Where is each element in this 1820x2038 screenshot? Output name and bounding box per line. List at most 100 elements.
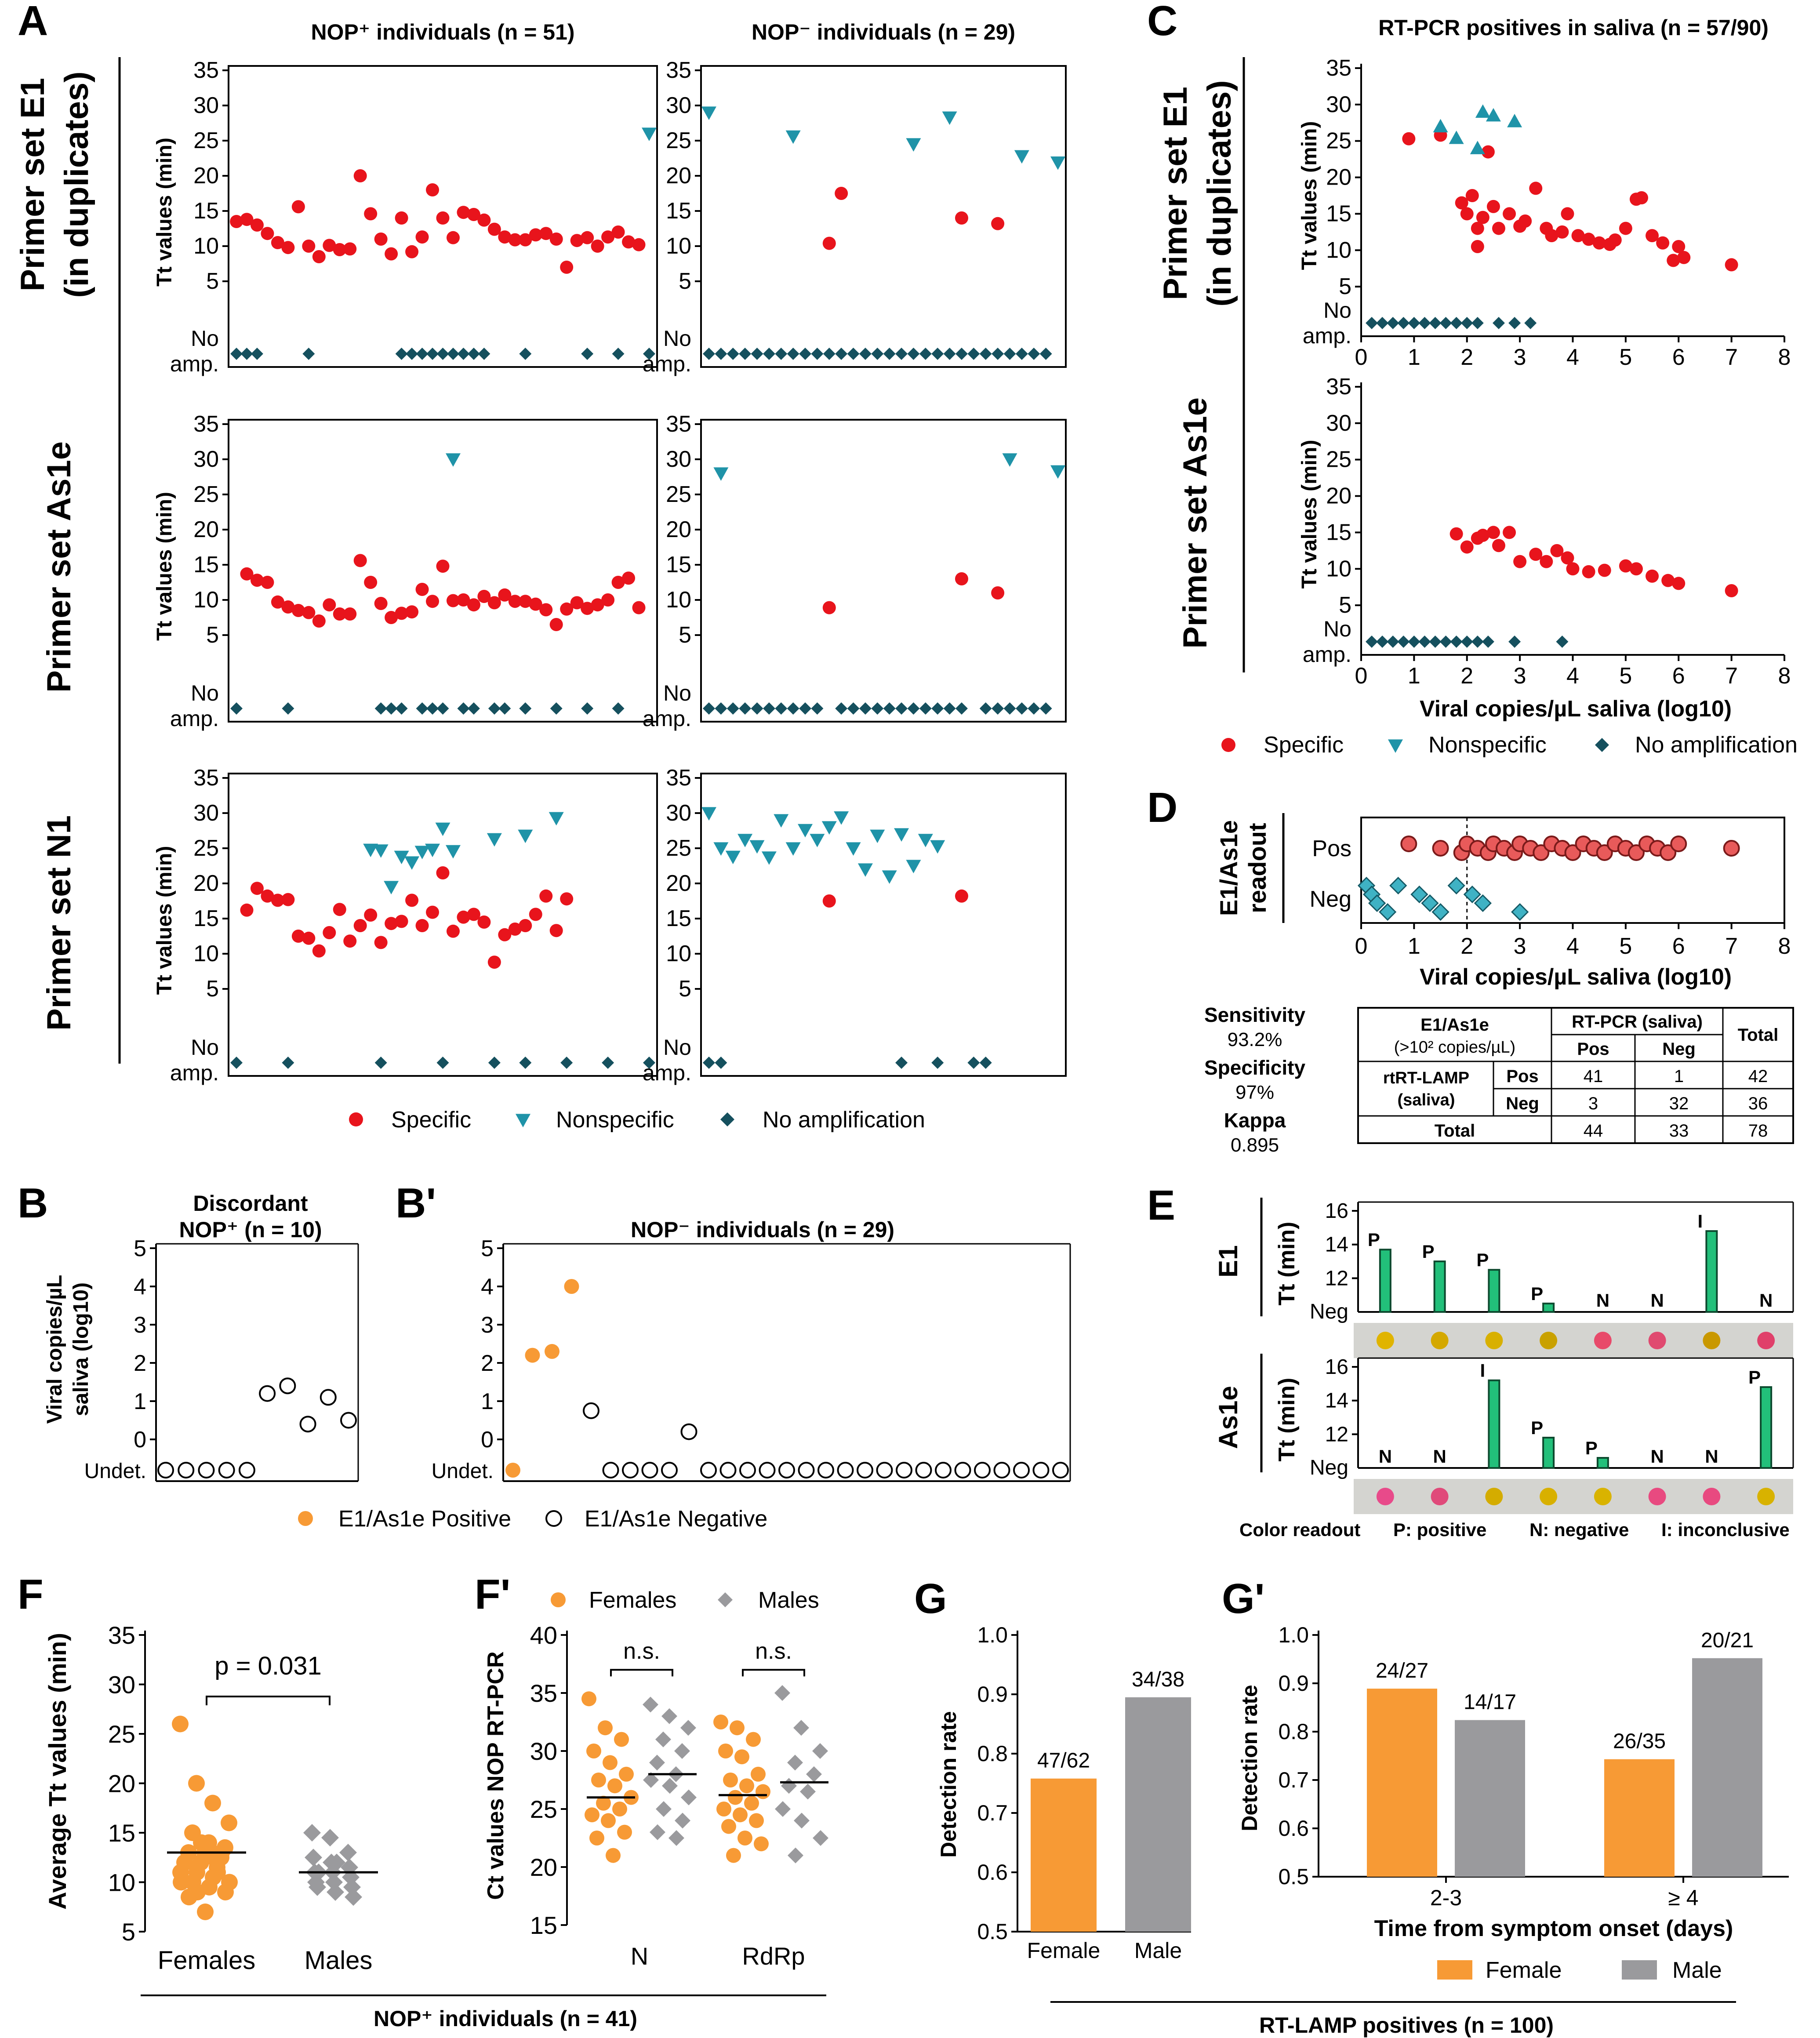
- nonspecific-point: [414, 846, 430, 859]
- e1-as1e-negative-point: [817, 1462, 834, 1479]
- x-tick-label: 8: [1778, 934, 1791, 959]
- plot-frame: [700, 773, 1067, 1077]
- panel-title: RT-PCR positives in saliva (n = 57/90): [1378, 15, 1769, 40]
- specific-point: [1481, 145, 1495, 159]
- male-point: [328, 1853, 345, 1871]
- specific-point: [1667, 254, 1680, 267]
- specific-point: [508, 923, 522, 936]
- legend-female-marker: [551, 1592, 566, 1607]
- female-point: [713, 1715, 728, 1729]
- y-tick-label: 5: [206, 622, 219, 648]
- y-tick-label: 0: [481, 1427, 494, 1453]
- kappa-value: 0.895: [1231, 1134, 1279, 1156]
- legend-specific: Specific: [391, 1107, 471, 1133]
- e1-as1e-negative-point: [1052, 1462, 1069, 1479]
- specific-point: [591, 240, 604, 253]
- specific-point: [519, 233, 532, 247]
- specific-point: [1471, 240, 1484, 253]
- female-point: [204, 1795, 221, 1812]
- no-amplification-point: [1003, 702, 1016, 715]
- specific-point: [1635, 191, 1648, 204]
- y-tick-label: 35: [666, 765, 691, 791]
- y-tick-label: 0.8: [977, 1741, 1008, 1766]
- specific-point: [1529, 182, 1543, 195]
- specific-point: [955, 572, 968, 585]
- y-tick-label: 1: [481, 1389, 494, 1414]
- x-tick-label: 7: [1725, 663, 1738, 689]
- specific-point: [1571, 229, 1585, 243]
- male-point: [675, 1813, 690, 1829]
- nonspecific-point: [445, 453, 461, 467]
- no-amplification-point: [457, 348, 470, 360]
- negative-readout-point: [1511, 903, 1529, 921]
- no-amplification-point: [385, 702, 398, 715]
- no-amplification-point: [1028, 702, 1040, 715]
- specific-point: [1471, 222, 1484, 235]
- male-point: [668, 1830, 684, 1846]
- legend-noamp-marker: [720, 1112, 734, 1126]
- x-tick-label: Males: [305, 1946, 373, 1975]
- female-point: [730, 1720, 745, 1736]
- y-tick-label: 35: [530, 1679, 557, 1707]
- bar-label: N: [1379, 1446, 1392, 1467]
- nonspecific-point: [1470, 141, 1485, 154]
- no-amplification-point: [751, 348, 763, 360]
- e1-as1e-negative-point: [1013, 1462, 1030, 1479]
- e1-as1e-negative-point: [837, 1462, 854, 1479]
- neg-tick-label: Neg: [1310, 1456, 1348, 1479]
- no-amplification-point: [1418, 317, 1431, 329]
- y-axis-label: Tt values (min): [153, 492, 176, 641]
- sensitivity-value: 93.2%: [1228, 1029, 1282, 1050]
- nonspecific-point: [1449, 131, 1464, 144]
- y-tick-label: 25: [108, 1720, 135, 1748]
- specific-point: [415, 583, 429, 596]
- legend-noamp: No amplification: [763, 1107, 925, 1133]
- legend-specific-marker: [349, 1112, 363, 1126]
- y-tick-label: 14: [1325, 1389, 1348, 1413]
- specific-point: [1476, 529, 1489, 542]
- specific-point: [353, 554, 367, 567]
- nonspecific-point: [549, 812, 564, 826]
- no-amp-label: amp.: [170, 706, 219, 731]
- y-tick-label: 4: [134, 1274, 146, 1300]
- detection-rate-bar: [1692, 1658, 1762, 1877]
- no-amplification-point: [727, 702, 739, 715]
- no-amplification-point: [847, 348, 860, 360]
- no-amplification-point: [1460, 636, 1473, 648]
- e1-as1e-negative-point: [974, 1462, 991, 1479]
- specific-point: [560, 602, 574, 616]
- no-amplification-point: [871, 348, 884, 360]
- table-header: Neg: [1662, 1039, 1696, 1059]
- y-tick-label: 25: [666, 836, 691, 861]
- no-amplification-point: [436, 348, 449, 360]
- no-amplification-point: [895, 702, 908, 715]
- specific-point: [508, 595, 522, 608]
- nonspecific-point: [1002, 453, 1017, 467]
- y-tick-label: 30: [666, 447, 691, 472]
- specific-point: [835, 187, 848, 200]
- y-tick-label: 15: [1326, 519, 1351, 545]
- significance-bracket: [610, 1669, 673, 1677]
- male-point: [662, 1778, 678, 1794]
- x-tick-label: 2-3: [1430, 1885, 1462, 1910]
- specific-point: [1503, 207, 1516, 221]
- specific-point: [622, 571, 636, 585]
- tt-bar: [1488, 1269, 1500, 1313]
- y-axis-label: E1/As1e: [1215, 820, 1242, 916]
- specific-point: [822, 894, 836, 908]
- no-amplification-point: [1556, 636, 1569, 648]
- x-tick-label: 1: [1408, 663, 1420, 689]
- specific-point: [240, 567, 254, 581]
- e-legend: P: positive: [1393, 1519, 1486, 1540]
- specific-point: [240, 903, 254, 917]
- male-point: [339, 1844, 357, 1861]
- row-label: Primer set E1: [1157, 87, 1194, 300]
- specific-point: [498, 928, 512, 941]
- specific-point: [822, 601, 836, 614]
- y-tick-label: 15: [193, 906, 219, 931]
- nonspecific-point: [810, 834, 825, 847]
- no-amplification-point: [931, 348, 944, 360]
- bar-label: N: [1759, 1290, 1773, 1311]
- color-readout-well: [1594, 1332, 1612, 1349]
- no-amplification-point: [1015, 348, 1028, 360]
